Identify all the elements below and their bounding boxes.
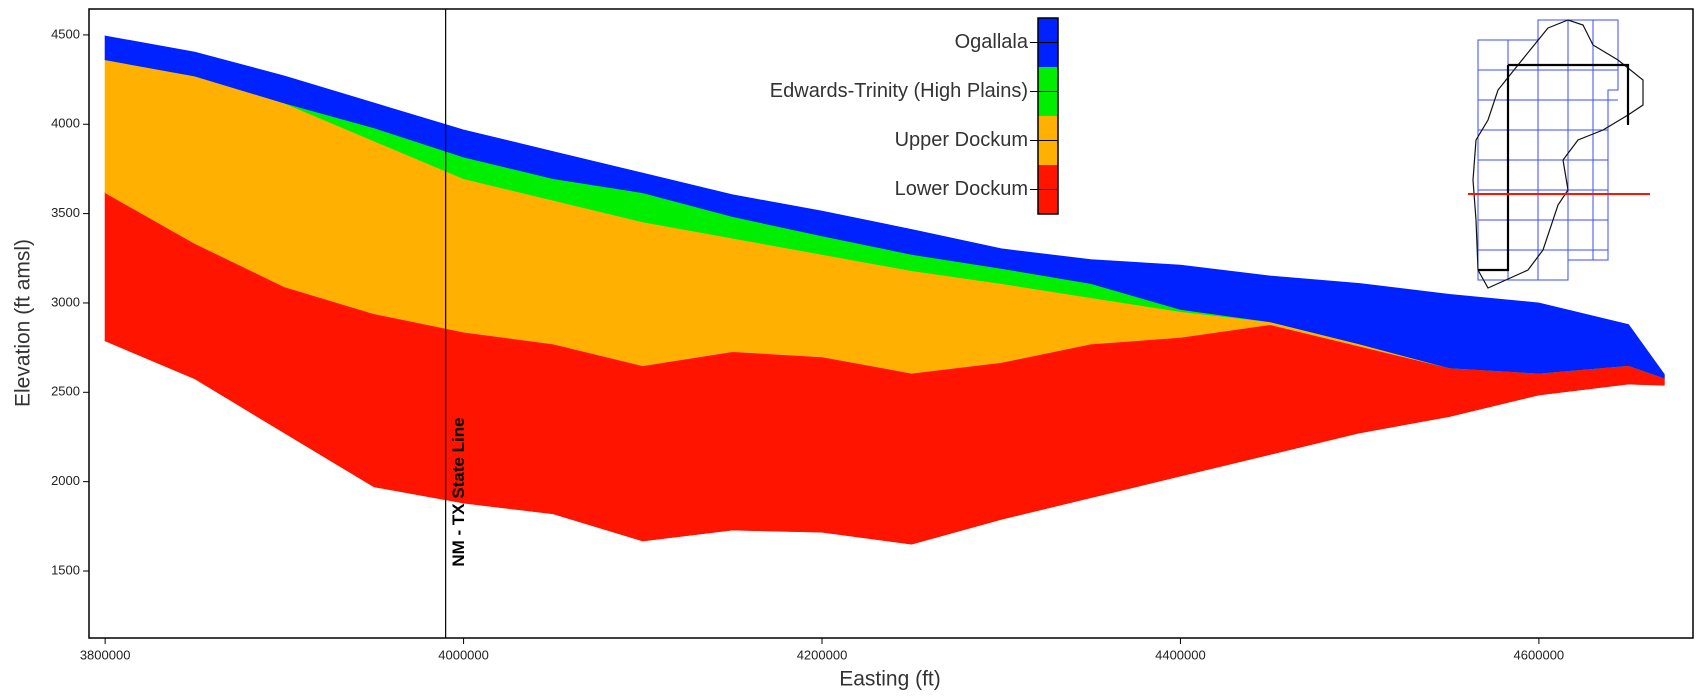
- y-tick-label: 4000: [51, 116, 80, 131]
- map-grid-rows: [1478, 69, 1618, 251]
- map-boundary: [1472, 19, 1644, 289]
- y-axis-title: Elevation (ft amsl): [12, 239, 35, 407]
- legend-label: Upper Dockum: [895, 129, 1028, 151]
- map-state-line: [1478, 63, 1630, 272]
- legend-label: Ogallala: [955, 31, 1029, 53]
- y-tick-label: 4500: [51, 26, 80, 41]
- x-tick-label: 4000000: [438, 647, 489, 662]
- x-axis-title: Easting (ft): [839, 668, 941, 691]
- layer-area: [104, 35, 1665, 379]
- y-tick-label: 2500: [51, 384, 80, 399]
- legend-label: Edwards-Trinity (High Plains): [770, 80, 1028, 102]
- plot-frame: [88, 8, 1694, 639]
- inset-map: [1468, 19, 1650, 289]
- map-grid: [1477, 19, 1619, 281]
- annotation-label: NM - TX State Line: [449, 417, 468, 566]
- legend-frame: [1037, 17, 1059, 215]
- y-tick-label: 2000: [51, 473, 80, 488]
- map-outline-grid: [1477, 19, 1619, 281]
- map-grid-cols: [1507, 20, 1594, 280]
- x-tick-label: 3800000: [80, 647, 131, 662]
- y-tick-label: 3000: [51, 294, 80, 309]
- y-tick-label: 1500: [51, 562, 80, 577]
- x-tick-label: 4600000: [1514, 647, 1565, 662]
- y-tick-label: 3500: [51, 205, 80, 220]
- x-tick-label: 4400000: [1155, 647, 1206, 662]
- base-line: [104, 340, 1665, 545]
- legend-label: Lower Dockum: [895, 178, 1028, 200]
- x-tick-label: 4200000: [797, 647, 848, 662]
